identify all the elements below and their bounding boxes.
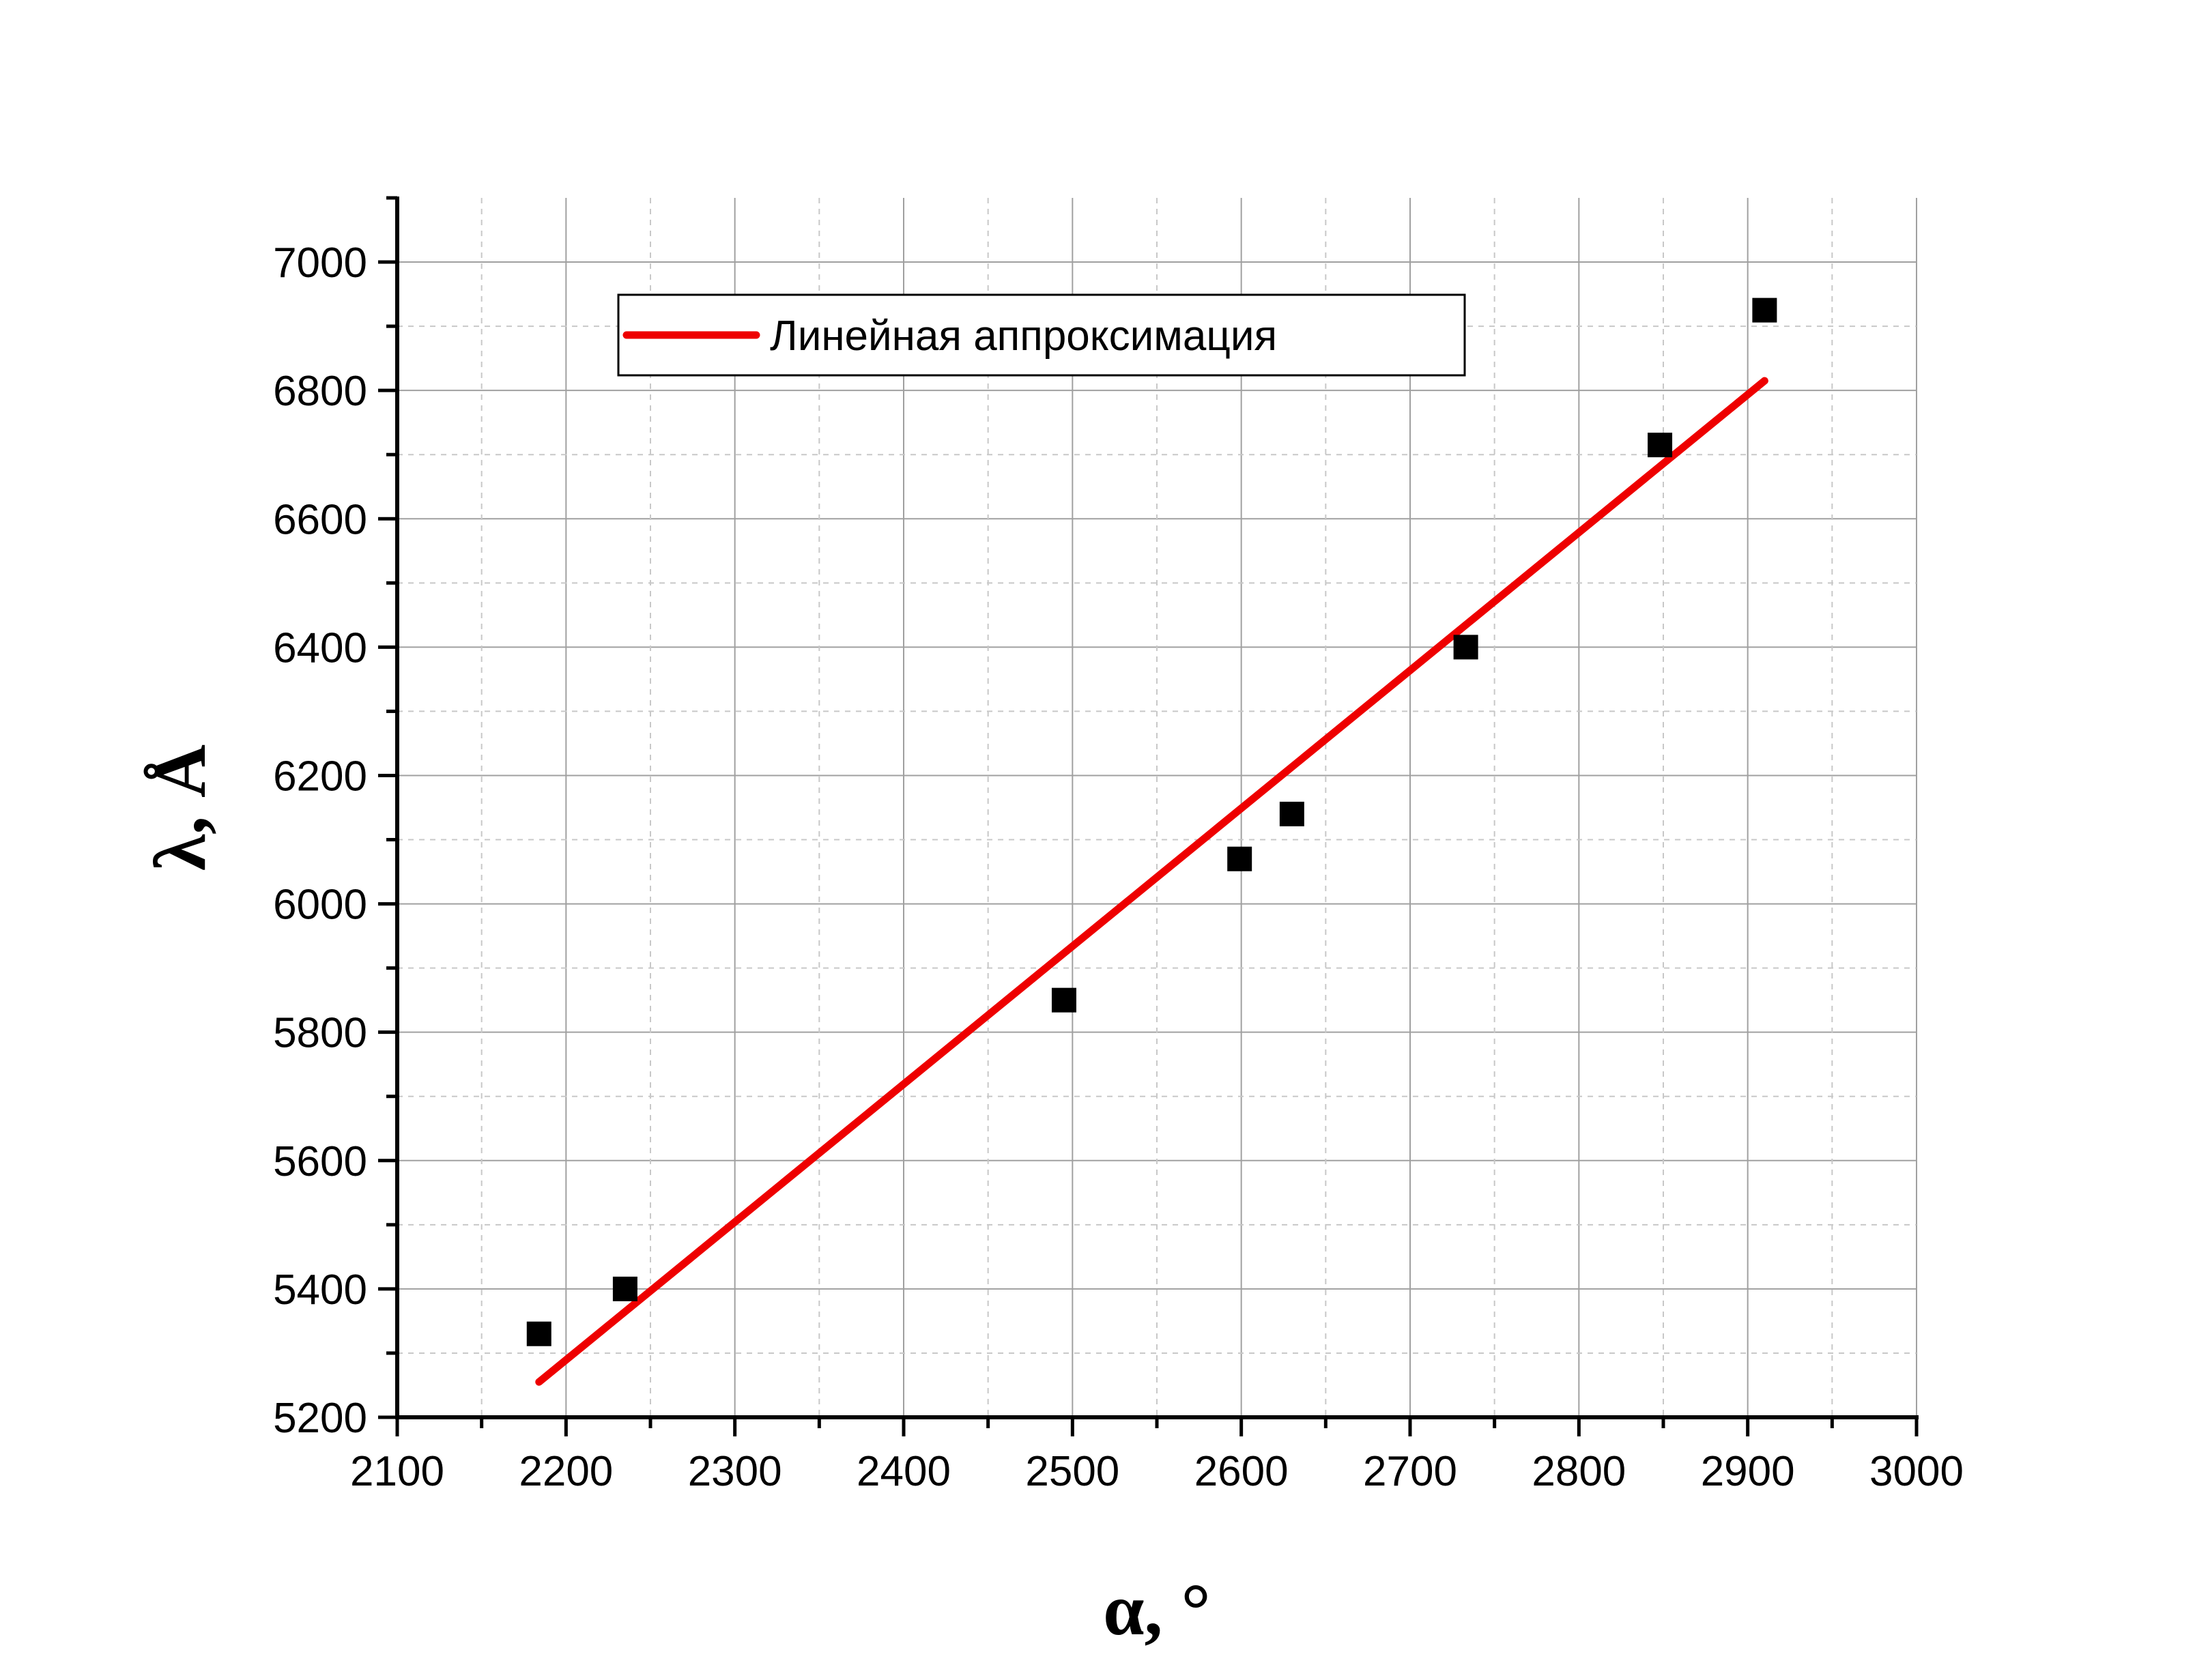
legend-label-linear-fit: Линейная аппроксимация — [770, 313, 1277, 360]
x-tick-label: 2200 — [519, 1448, 613, 1495]
y-tick-label: 5600 — [273, 1138, 367, 1185]
y-axis-ticks: 5200 5400 5600 5800 6000 6200 6400 6600 6800 7000 — [273, 196, 397, 1442]
y-tick-label: 7000 — [273, 240, 367, 287]
grid — [397, 198, 1917, 1417]
data-point — [612, 1276, 637, 1301]
fit-line — [535, 377, 1768, 1386]
y-tick-label: 6800 — [273, 368, 367, 415]
data-point — [1752, 298, 1777, 323]
data-point — [1453, 635, 1478, 660]
y-tick-label: 6200 — [273, 753, 367, 800]
data-point — [1227, 846, 1252, 871]
legend: Линейная аппроксимация — [617, 293, 1466, 377]
y-tick-label: 5400 — [273, 1266, 367, 1314]
y-tick-label: 6600 — [273, 496, 367, 543]
x-tick-label: 2100 — [350, 1448, 444, 1495]
y-tick-label: 6400 — [273, 624, 367, 671]
x-axis-ticks: 2100 2200 2300 2400 2500 2600 2700 2800 2900 3000 — [350, 1417, 1964, 1495]
x-tick-label: 2700 — [1363, 1448, 1457, 1495]
x-tick-label: 2900 — [1701, 1448, 1795, 1495]
y-tick-label: 6000 — [273, 882, 367, 929]
x-tick-label: 2600 — [1194, 1448, 1289, 1495]
y-tick-label: 5200 — [273, 1395, 367, 1442]
series — [526, 298, 1777, 1386]
data-point — [1279, 801, 1304, 826]
x-axis-title: α, ° — [1103, 1569, 1210, 1651]
y-axis-title: λ, Å — [140, 744, 221, 871]
y-tick-label: 5800 — [273, 1010, 367, 1057]
data-point — [526, 1321, 551, 1346]
data-point — [1648, 433, 1673, 458]
x-tick-label: 2800 — [1532, 1448, 1626, 1495]
x-tick-label: 2300 — [688, 1448, 782, 1495]
x-tick-label: 3000 — [1869, 1448, 1964, 1495]
data-point — [1051, 987, 1076, 1013]
x-tick-label: 2400 — [857, 1448, 951, 1495]
x-tick-label: 2500 — [1025, 1448, 1119, 1495]
